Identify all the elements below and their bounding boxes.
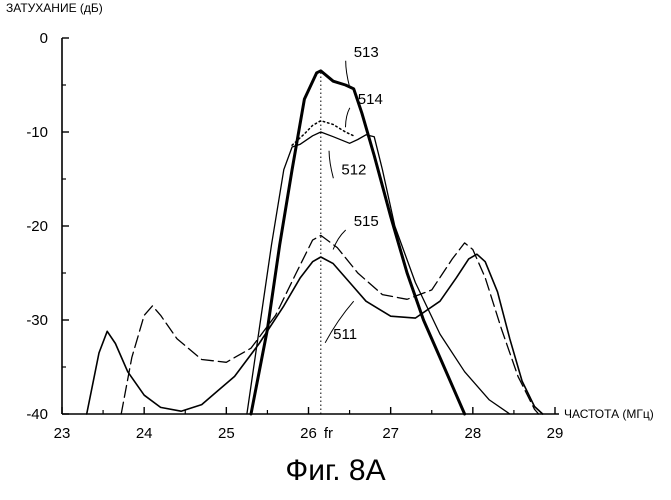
x-tick-label: 28 <box>464 425 481 442</box>
curve-label-511: 511 <box>333 326 357 343</box>
curves <box>85 69 544 416</box>
x-axis-label: ЧАСТОТА (МГц) <box>564 407 654 421</box>
curve-label-515: 515 <box>354 213 379 230</box>
curve-label-512: 512 <box>341 161 366 178</box>
curve-annotations: 513 514 512 515 511 <box>324 44 383 344</box>
curve-513 <box>249 69 467 416</box>
fr-label: fr <box>324 425 333 442</box>
axes: 0 -10 -20 -30 -40 23 24 25 26 27 28 29 fr <box>26 30 563 442</box>
curve-512 <box>246 131 511 415</box>
x-tick-label: 26 <box>300 425 317 442</box>
y-tick-label: -40 <box>26 406 48 423</box>
x-tick-label: 25 <box>218 425 235 442</box>
figure-caption: Фиг. 8A <box>285 454 386 487</box>
y-tick-label: 0 <box>40 30 48 47</box>
x-tick-label: 24 <box>136 425 153 442</box>
annotation-leader <box>328 150 334 179</box>
annotation-leader <box>324 300 355 344</box>
curve-514 <box>291 119 355 146</box>
annotation-leader <box>344 107 351 128</box>
x-tick-label: 23 <box>54 425 71 442</box>
curve-label-513: 513 <box>354 44 379 61</box>
annotation-leader <box>345 60 351 88</box>
curve-511 <box>85 253 544 415</box>
y-tick-label: -20 <box>26 218 48 235</box>
y-tick-label: -30 <box>26 312 48 329</box>
y-axis-label: ЗАТУХАНИЕ (дБ) <box>6 1 103 15</box>
x-tick-label: 27 <box>382 425 399 442</box>
annotation-leader <box>332 229 347 250</box>
y-tick-label: -10 <box>26 124 48 141</box>
curve-515 <box>120 234 540 415</box>
x-tick-label: 29 <box>547 425 564 442</box>
curve-label-514: 514 <box>358 91 383 108</box>
